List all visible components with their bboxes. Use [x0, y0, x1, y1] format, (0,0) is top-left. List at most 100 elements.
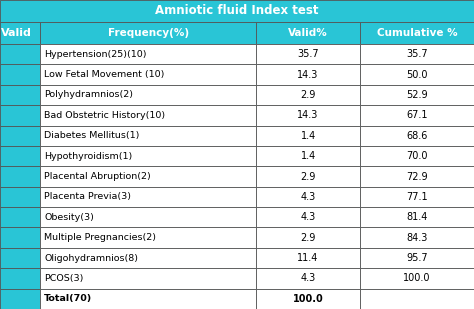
Bar — [256, 227, 360, 248]
Bar — [256, 64, 360, 85]
Text: Multiple Pregnancies(2): Multiple Pregnancies(2) — [44, 233, 156, 242]
Text: 4.3: 4.3 — [301, 192, 316, 202]
Bar — [0, 125, 40, 146]
Bar — [40, 289, 256, 309]
Bar — [40, 187, 256, 207]
Text: 68.6: 68.6 — [406, 131, 428, 141]
Bar — [40, 125, 256, 146]
Text: Frequency(%): Frequency(%) — [108, 28, 189, 38]
Text: 11.4: 11.4 — [297, 253, 319, 263]
Bar — [0, 166, 40, 187]
Bar — [256, 85, 360, 105]
Text: Valid: Valid — [1, 28, 32, 38]
Bar — [40, 146, 256, 166]
Text: Polyhydramnios(2): Polyhydramnios(2) — [44, 91, 133, 99]
Bar — [360, 187, 474, 207]
Text: 70.0: 70.0 — [406, 151, 428, 161]
Text: Valid%: Valid% — [288, 28, 328, 38]
Text: Bad Obstetric History(10): Bad Obstetric History(10) — [44, 111, 165, 120]
Bar — [360, 166, 474, 187]
Text: 35.7: 35.7 — [406, 49, 428, 59]
Bar — [256, 248, 360, 268]
Text: Oligohydramnios(8): Oligohydramnios(8) — [44, 254, 138, 263]
Text: Cumulative %: Cumulative % — [377, 28, 457, 38]
Bar — [360, 268, 474, 289]
Text: Diabetes Mellitus(1): Diabetes Mellitus(1) — [44, 131, 139, 140]
Bar — [256, 166, 360, 187]
Text: Low Fetal Movement (10): Low Fetal Movement (10) — [44, 70, 164, 79]
Bar — [40, 268, 256, 289]
Bar — [360, 22, 474, 44]
Text: Obesity(3): Obesity(3) — [44, 213, 94, 222]
Bar — [0, 64, 40, 85]
Text: 1.4: 1.4 — [301, 151, 316, 161]
Text: 72.9: 72.9 — [406, 171, 428, 181]
Bar — [40, 44, 256, 64]
Text: 2.9: 2.9 — [301, 171, 316, 181]
Text: 4.3: 4.3 — [301, 212, 316, 222]
Bar — [0, 44, 40, 64]
Text: 95.7: 95.7 — [406, 253, 428, 263]
Bar — [360, 85, 474, 105]
Bar — [0, 22, 40, 44]
Text: 77.1: 77.1 — [406, 192, 428, 202]
Bar — [256, 125, 360, 146]
Bar — [40, 166, 256, 187]
Bar — [40, 207, 256, 227]
Text: 50.0: 50.0 — [406, 70, 428, 80]
Text: 14.3: 14.3 — [297, 110, 319, 120]
Bar — [0, 248, 40, 268]
Bar — [256, 22, 360, 44]
Bar — [40, 22, 256, 44]
Bar — [256, 105, 360, 125]
Bar — [0, 85, 40, 105]
Bar — [256, 44, 360, 64]
Bar — [0, 268, 40, 289]
Text: 2.9: 2.9 — [301, 233, 316, 243]
Bar — [40, 227, 256, 248]
Bar — [360, 64, 474, 85]
Bar — [256, 289, 360, 309]
Text: 84.3: 84.3 — [406, 233, 428, 243]
Bar — [360, 146, 474, 166]
Text: 2.9: 2.9 — [301, 90, 316, 100]
Text: 100.0: 100.0 — [403, 273, 431, 283]
Bar — [40, 248, 256, 268]
Text: 35.7: 35.7 — [297, 49, 319, 59]
Bar — [360, 105, 474, 125]
Text: Placental Abruption(2): Placental Abruption(2) — [44, 172, 151, 181]
Bar — [0, 187, 40, 207]
Bar — [360, 207, 474, 227]
Bar — [360, 289, 474, 309]
Bar — [0, 207, 40, 227]
Bar — [0, 146, 40, 166]
Bar — [256, 207, 360, 227]
Bar — [256, 268, 360, 289]
Bar — [360, 248, 474, 268]
Text: PCOS(3): PCOS(3) — [44, 274, 83, 283]
Text: Placenta Previa(3): Placenta Previa(3) — [44, 193, 131, 201]
Bar — [40, 85, 256, 105]
Text: Hypertension(25)(10): Hypertension(25)(10) — [44, 50, 146, 59]
Text: 67.1: 67.1 — [406, 110, 428, 120]
Text: Total(70): Total(70) — [44, 294, 92, 303]
Text: Hypothyroidism(1): Hypothyroidism(1) — [44, 152, 132, 161]
Bar — [0, 0, 474, 22]
Bar — [40, 64, 256, 85]
Text: 4.3: 4.3 — [301, 273, 316, 283]
Text: 1.4: 1.4 — [301, 131, 316, 141]
Text: 52.9: 52.9 — [406, 90, 428, 100]
Text: Amniotic fluid Index test: Amniotic fluid Index test — [155, 5, 319, 18]
Text: 14.3: 14.3 — [297, 70, 319, 80]
Text: 100.0: 100.0 — [293, 294, 323, 304]
Bar — [0, 289, 40, 309]
Bar — [360, 125, 474, 146]
Bar — [360, 44, 474, 64]
Text: 81.4: 81.4 — [406, 212, 428, 222]
Bar — [256, 146, 360, 166]
Bar — [256, 187, 360, 207]
Bar — [0, 105, 40, 125]
Bar — [40, 105, 256, 125]
Bar — [360, 227, 474, 248]
Bar — [0, 227, 40, 248]
